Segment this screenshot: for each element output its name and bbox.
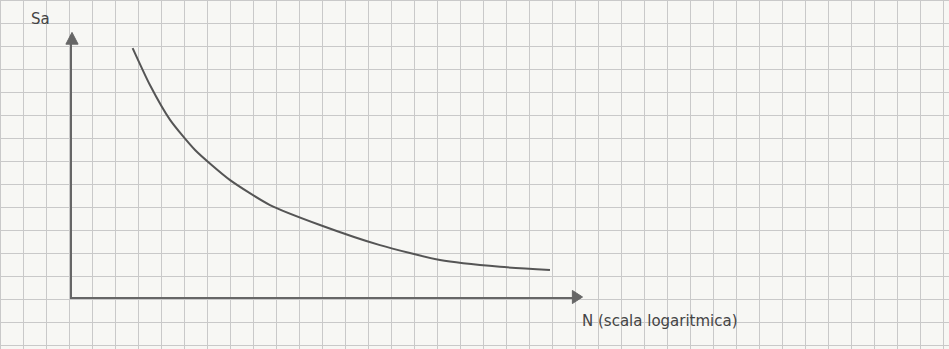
svg-text:Sa: Sa — [31, 10, 50, 28]
svg-text:N (scala logaritmica): N (scala logaritmica) — [582, 312, 738, 330]
